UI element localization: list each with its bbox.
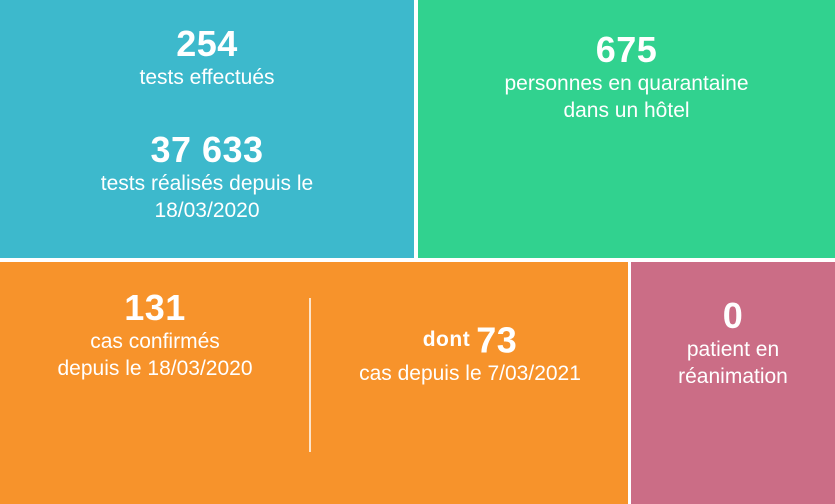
icu-label-line1: patient en bbox=[686, 338, 780, 361]
confirmed-cases-label-line2: depuis le 18/03/2020 bbox=[57, 357, 253, 380]
recent-cases-stat: dont 73 cas depuis le 7/03/2021 bbox=[312, 318, 628, 387]
quarantine-value: 675 bbox=[595, 29, 658, 70]
confirmed-cases-value: 131 bbox=[124, 287, 186, 328]
cases-tile: 131 cas confirmés depuis le 18/03/2020 d… bbox=[0, 262, 628, 504]
total-tests-value: 37 633 bbox=[150, 129, 264, 170]
quarantine-label-line1: personnes en quarantaine bbox=[504, 72, 749, 95]
recent-cases-label: cas depuis le 7/03/2021 bbox=[359, 362, 581, 386]
recent-cases-value: 73 bbox=[476, 319, 518, 361]
confirmed-cases-label-line1: cas confirmés bbox=[90, 330, 220, 353]
daily-tests-stat: 254 tests effectués bbox=[0, 24, 414, 91]
recent-cases-prefix: dont bbox=[422, 328, 471, 352]
quarantine-tile: 675 personnes en quarantaine dans un hôt… bbox=[418, 0, 835, 258]
quarantine-label-line2: dans un hôtel bbox=[563, 99, 690, 122]
icu-value: 0 bbox=[722, 295, 744, 336]
icu-label-line2: réanimation bbox=[678, 365, 788, 388]
daily-tests-value: 254 bbox=[176, 23, 238, 64]
recent-cases-value-row: dont 73 bbox=[312, 318, 628, 360]
cases-divider bbox=[309, 298, 311, 452]
icu-tile: 0 patient en réanimation bbox=[631, 262, 835, 504]
daily-tests-label: tests effectués bbox=[139, 66, 275, 89]
confirmed-cases-stat: 131 cas confirmés depuis le 18/03/2020 bbox=[0, 288, 310, 382]
total-tests-stat: 37 633 tests réalisés depuis le 18/03/20… bbox=[0, 130, 414, 224]
tests-tile: 254 tests effectués 37 633 tests réalisé… bbox=[0, 0, 414, 258]
total-tests-label-line2: 18/03/2020 bbox=[154, 199, 260, 222]
total-tests-label-line1: tests réalisés depuis le bbox=[100, 172, 314, 195]
quarantine-stat: 675 personnes en quarantaine dans un hôt… bbox=[418, 30, 835, 124]
icu-stat: 0 patient en réanimation bbox=[631, 296, 835, 390]
